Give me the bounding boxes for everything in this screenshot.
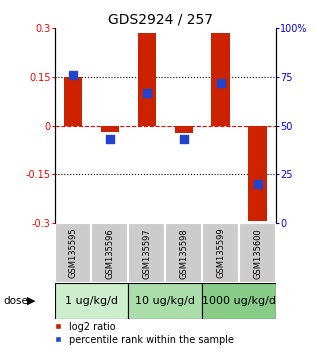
Text: ▶: ▶ bbox=[27, 296, 36, 306]
Bar bbox=[64, 77, 82, 126]
Text: GSM135597: GSM135597 bbox=[142, 228, 152, 279]
Legend: log2 ratio, percentile rank within the sample: log2 ratio, percentile rank within the s… bbox=[55, 322, 234, 344]
Bar bbox=[212, 33, 230, 126]
Text: 1000 ug/kg/d: 1000 ug/kg/d bbox=[202, 296, 276, 306]
Bar bbox=[101, 126, 119, 132]
Point bbox=[107, 137, 113, 142]
Point bbox=[255, 181, 260, 187]
Bar bbox=[55, 223, 91, 283]
Text: GSM135598: GSM135598 bbox=[179, 228, 188, 279]
Bar bbox=[138, 33, 156, 126]
Bar bbox=[128, 283, 202, 319]
Text: GDS2924 / 257: GDS2924 / 257 bbox=[108, 12, 213, 27]
Text: GSM135599: GSM135599 bbox=[216, 228, 225, 279]
Text: GSM135595: GSM135595 bbox=[68, 228, 78, 279]
Bar bbox=[248, 126, 267, 221]
Text: 1 ug/kg/d: 1 ug/kg/d bbox=[65, 296, 118, 306]
Bar bbox=[91, 223, 128, 283]
Bar bbox=[239, 223, 276, 283]
Text: GSM135600: GSM135600 bbox=[253, 228, 262, 279]
Bar bbox=[175, 126, 193, 133]
Point bbox=[181, 137, 187, 142]
Bar bbox=[55, 283, 128, 319]
Text: 10 ug/kg/d: 10 ug/kg/d bbox=[135, 296, 195, 306]
Text: GSM135596: GSM135596 bbox=[105, 228, 115, 279]
Text: dose: dose bbox=[3, 296, 28, 306]
Bar bbox=[202, 223, 239, 283]
Bar bbox=[202, 283, 276, 319]
Bar bbox=[128, 223, 165, 283]
Point bbox=[71, 72, 76, 78]
Point bbox=[218, 80, 223, 86]
Point bbox=[144, 90, 150, 96]
Bar bbox=[165, 223, 202, 283]
